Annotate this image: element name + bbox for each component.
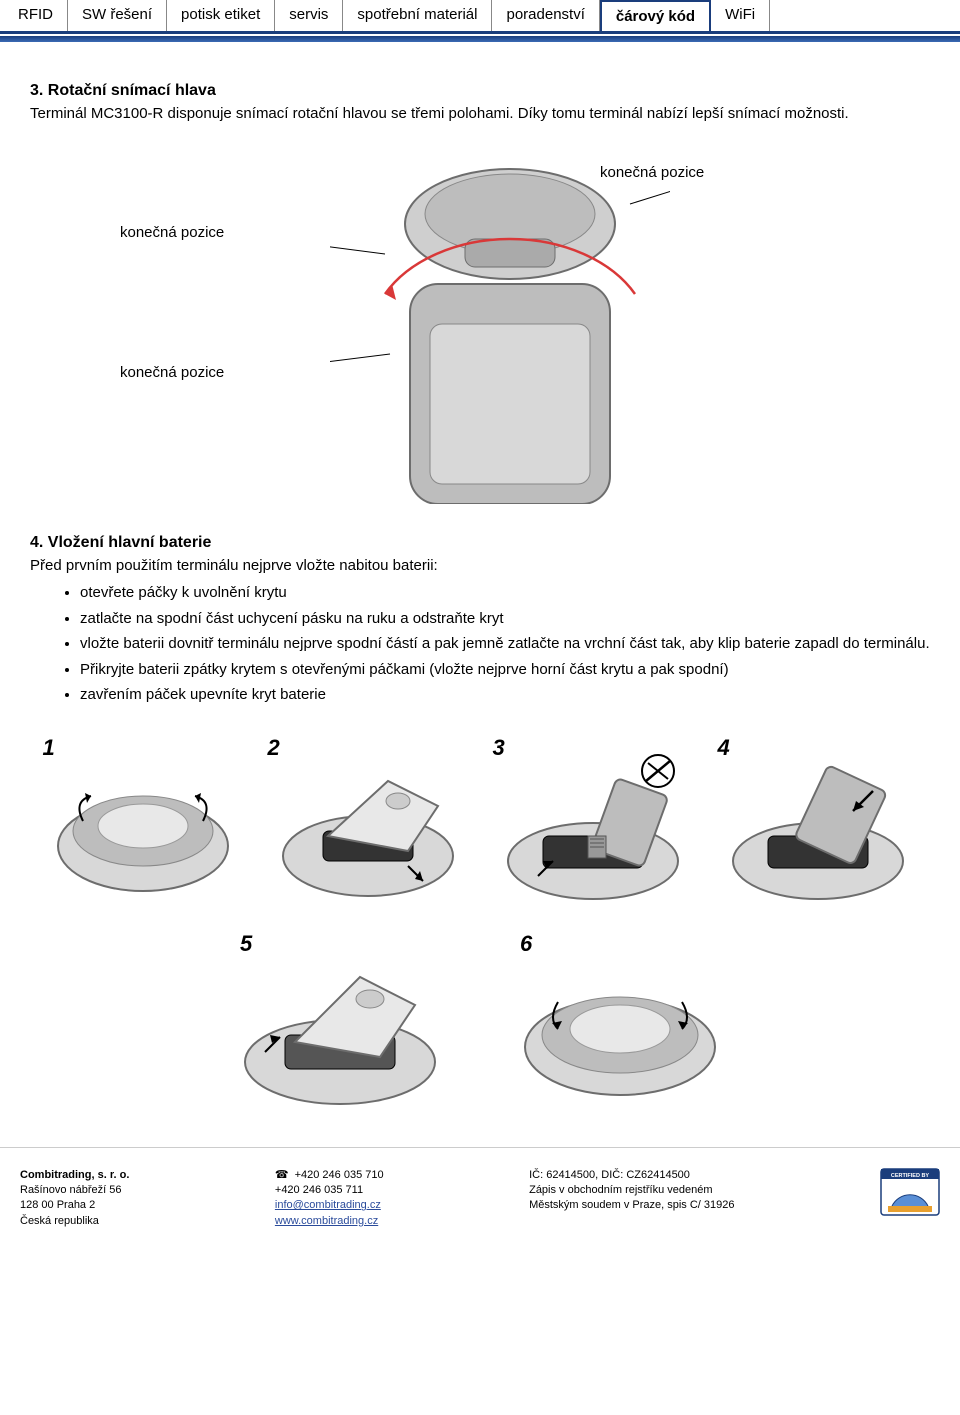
nav-underline xyxy=(0,36,960,42)
step-2: 2 xyxy=(258,735,478,901)
footer-addr2: 128 00 Praha 2 xyxy=(20,1198,129,1213)
section4-heading: 4. Vložení hlavní baterie xyxy=(30,534,930,552)
step-3-illustration xyxy=(493,751,693,901)
nav-item-rfid[interactable]: RFID xyxy=(0,0,68,31)
footer-col-company: Combitrading, s. r. o. Rašínovo nábřeží … xyxy=(20,1168,129,1230)
step-5-illustration xyxy=(230,947,450,1107)
bullet-3: vložte baterii dovnitř terminálu nejprve… xyxy=(80,634,930,654)
page-footer: Combitrading, s. r. o. Rašínovo nábřeží … xyxy=(0,1147,960,1240)
bullet-1: otevřete páčky k uvolnění krytu xyxy=(80,583,930,603)
footer-phone1: +420 246 035 710 xyxy=(295,1169,384,1181)
step-1: 1 xyxy=(33,735,253,901)
footer-phone2: +420 246 035 711 xyxy=(275,1183,384,1198)
section4-bullets: otevřete páčky k uvolnění krytu zatlačte… xyxy=(30,583,930,705)
nav-item-servis[interactable]: servis xyxy=(275,0,343,31)
nav-item-carovy-kod[interactable]: čárový kód xyxy=(600,0,711,31)
footer-ic: IČ: 62414500, DIČ: CZ62414500 xyxy=(529,1168,734,1183)
step-2-illustration xyxy=(268,751,468,901)
footer-reg2: Městským soudem v Praze, spis C/ 31926 xyxy=(529,1198,734,1213)
cert-badge-icon: CERTIFIED BY xyxy=(880,1168,940,1216)
nav-item-poradenstvi[interactable]: poradenství xyxy=(492,0,599,31)
footer-col-contact: ☎ +420 246 035 710 +420 246 035 711 info@… xyxy=(275,1168,384,1230)
label-konecna-left-bottom: konečná pozice xyxy=(120,364,224,381)
top-nav: RFID SW řešení potisk etiket servis spot… xyxy=(0,0,960,34)
steps-row-1: 1 2 3 xyxy=(30,735,930,901)
figure-rotating-head: konečná pozice konečná pozice konečná po… xyxy=(30,144,930,504)
section4-intro: Před prvním použitím terminálu nejprve v… xyxy=(30,556,930,576)
bullet-5: zavřením páček upevníte kryt baterie xyxy=(80,685,930,705)
footer-reg1: Zápis v obchodním rejstříku vedeném xyxy=(529,1183,734,1198)
footer-company-name: Combitrading, s. r. o. xyxy=(20,1169,129,1181)
step-1-illustration xyxy=(43,751,243,901)
step-6-illustration xyxy=(510,947,730,1107)
nav-item-potisk[interactable]: potisk etiket xyxy=(167,0,275,31)
bullet-2: zatlačte na spodní část uchycení pásku n… xyxy=(80,609,930,629)
device-illustration xyxy=(330,144,670,504)
footer-web-link[interactable]: www.combitrading.cz xyxy=(275,1215,378,1227)
step-5: 5 xyxy=(230,931,450,1107)
phone-icon: ☎ xyxy=(275,1169,289,1181)
main-content: 3. Rotační snímací hlava Terminál MC3100… xyxy=(0,82,960,1107)
footer-addr1: Rašínovo nábřeží 56 xyxy=(20,1183,129,1198)
label-konecna-left-top: konečná pozice xyxy=(120,224,224,241)
nav-item-spotrebni[interactable]: spotřební materiál xyxy=(343,0,492,31)
step-4: 4 xyxy=(708,735,928,901)
footer-addr3: Česká republika xyxy=(20,1214,129,1229)
footer-col-cert: CERTIFIED BY xyxy=(880,1168,940,1230)
section3-paragraph: Terminál MC3100-R disponuje snímací rota… xyxy=(30,104,930,124)
step-4-illustration xyxy=(718,751,918,901)
nav-item-wifi[interactable]: WiFi xyxy=(711,0,770,31)
cert-label: CERTIFIED BY xyxy=(891,1173,930,1179)
bullet-4: Přikryjte baterii zpátky krytem s otevře… xyxy=(80,660,930,680)
footer-col-registration: IČ: 62414500, DIČ: CZ62414500 Zápis v ob… xyxy=(529,1168,734,1230)
step-6: 6 xyxy=(510,931,730,1107)
nav-item-sw[interactable]: SW řešení xyxy=(68,0,167,31)
steps-row-2: 5 6 xyxy=(30,931,930,1107)
section3-heading: 3. Rotační snímací hlava xyxy=(30,82,930,100)
footer-email-link[interactable]: info@combitrading.cz xyxy=(275,1199,381,1211)
step-3: 3 xyxy=(483,735,703,901)
